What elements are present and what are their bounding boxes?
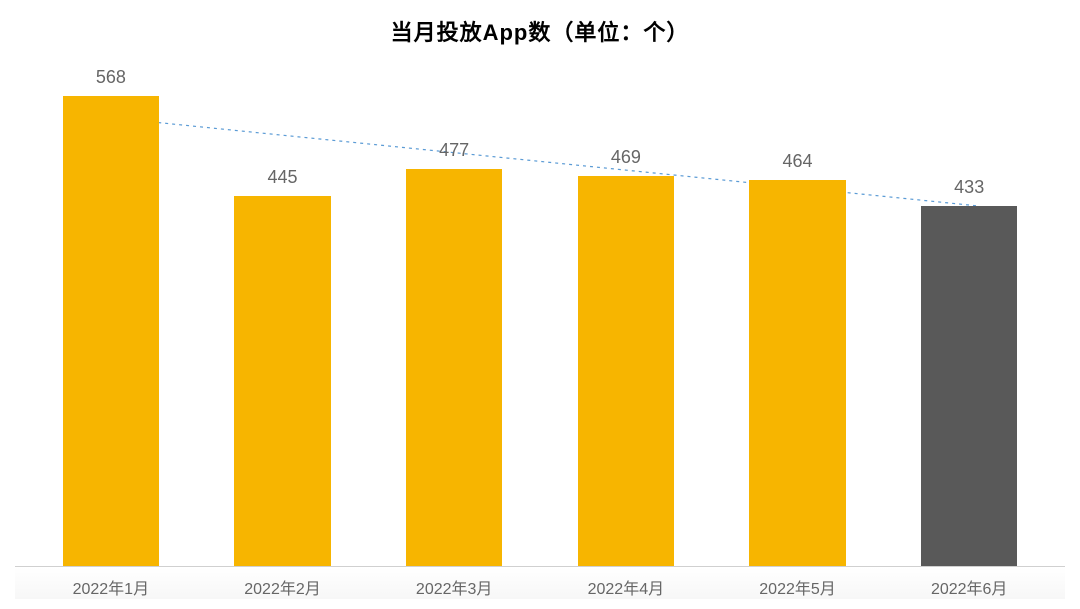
bar-slot: 477 (368, 67, 540, 566)
x-tick-label: 2022年2月 (197, 575, 369, 599)
bar-value-label: 464 (783, 151, 813, 172)
chart-container: 当月投放App数（单位：个） 568 445 477 469 464 433 2022年1… (0, 0, 1080, 609)
bar-rect (749, 180, 845, 566)
bar-rect (63, 96, 159, 566)
x-tick-label: 2022年5月 (712, 575, 884, 599)
bar-value-label: 445 (267, 167, 297, 188)
plot-area: 568 445 477 469 464 433 (15, 67, 1065, 567)
bar-rect (234, 196, 330, 566)
bar-rect (578, 176, 674, 566)
bar-value-label: 469 (611, 147, 641, 168)
bar-slot: 469 (540, 67, 712, 566)
bars-wrapper: 568 445 477 469 464 433 (15, 67, 1065, 566)
bar-value-label: 433 (954, 177, 984, 198)
x-axis: 2022年1月2022年2月2022年3月2022年4月2022年5月2022年… (15, 567, 1065, 599)
x-tick-label: 2022年4月 (540, 575, 712, 599)
bar-slot: 445 (197, 67, 369, 566)
x-tick-label: 2022年6月 (883, 575, 1055, 599)
bar-value-label: 568 (96, 67, 126, 88)
x-tick-label: 2022年1月 (25, 575, 197, 599)
bar-slot: 568 (25, 67, 197, 566)
bar-value-label: 477 (439, 140, 469, 161)
bar-slot: 464 (712, 67, 884, 566)
bar-rect (921, 206, 1017, 566)
bar-slot: 433 (883, 67, 1055, 566)
x-tick-label: 2022年3月 (368, 575, 540, 599)
chart-title: 当月投放App数（单位：个） (15, 15, 1065, 47)
bar-rect (406, 169, 502, 566)
